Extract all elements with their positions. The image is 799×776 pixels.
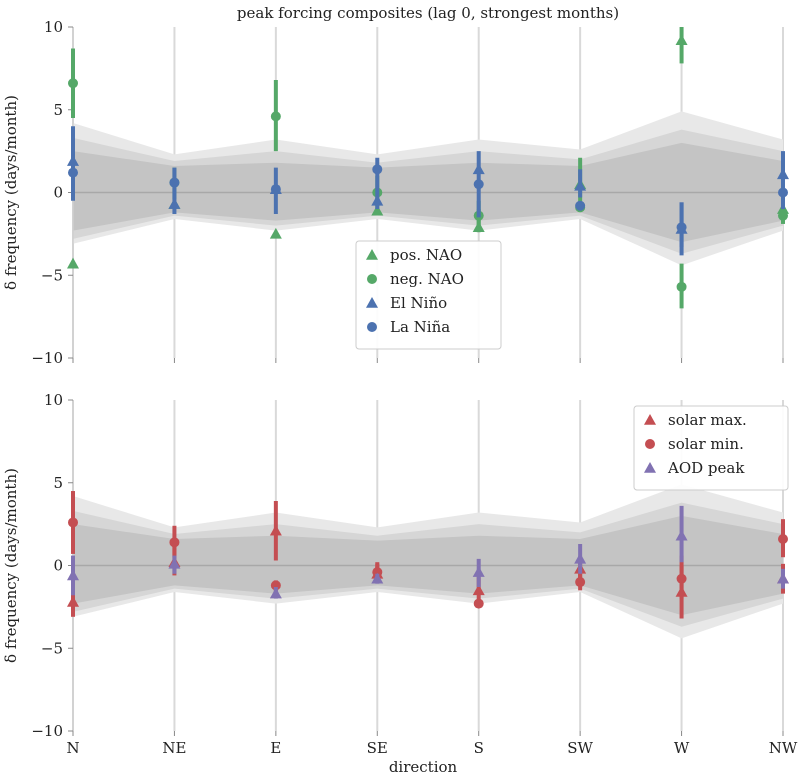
y-axis-label: δ frequency (days/month)	[2, 468, 20, 663]
y-tick-label: 10	[44, 391, 63, 409]
legend-label: solar min.	[668, 435, 744, 453]
data-point	[472, 584, 485, 596]
data-point	[675, 34, 688, 46]
data-point	[68, 517, 78, 528]
data-point	[574, 179, 587, 191]
data-point	[68, 78, 78, 89]
legend-box	[355, 240, 502, 350]
legend-marker	[645, 439, 655, 449]
data-point	[169, 537, 180, 548]
data-point	[168, 557, 181, 569]
data-point	[269, 524, 282, 536]
legend-marker	[644, 414, 656, 425]
data-point	[67, 595, 79, 607]
legend-marker	[367, 322, 377, 332]
y-tick-label: −5	[41, 266, 63, 284]
series-solar-min-	[68, 491, 788, 609]
data-point	[675, 529, 688, 541]
data-point	[67, 257, 79, 269]
data-point	[67, 569, 79, 581]
legend-label: La Niña	[390, 318, 450, 336]
legend-label: AOD peak	[667, 459, 745, 477]
y-tick-label: −10	[31, 349, 63, 367]
series-la-ni-a	[68, 164, 788, 256]
x-tick-label: SE	[367, 739, 388, 757]
data-point	[270, 580, 281, 591]
data-point	[472, 566, 485, 577]
legend-marker	[366, 249, 378, 260]
chart-title: peak forcing composites (lag 0, stronges…	[237, 4, 619, 22]
legend-label: neg. NAO	[390, 270, 464, 288]
data-point	[473, 179, 484, 190]
data-point	[372, 164, 383, 175]
legend-label: pos. NAO	[390, 246, 462, 264]
x-tick-label: NW	[769, 739, 798, 757]
y-tick-label: 10	[44, 18, 63, 36]
data-point	[270, 111, 281, 122]
data-point	[372, 567, 383, 578]
y-tick-label: −10	[31, 722, 63, 740]
y-tick-label: 0	[53, 184, 63, 202]
data-point	[574, 552, 587, 564]
legend-label: solar max.	[668, 411, 747, 429]
legend-label: El Niño	[390, 294, 447, 312]
data-point	[68, 167, 78, 178]
data-point	[777, 572, 789, 584]
top-panel: −10 −5 0 5 10 δ frequency (days/month) peak fo…	[2, 4, 789, 367]
x-tick-label: N	[66, 739, 79, 757]
data-point	[778, 534, 788, 545]
legend-box	[633, 405, 789, 491]
data-point	[472, 163, 485, 175]
y-axis-label: δ frequency (days/month)	[2, 95, 20, 290]
legend: pos. NAO neg. NAO El Niño La Niña	[355, 240, 502, 350]
data-point	[473, 598, 484, 609]
x-axis-label: direction	[389, 758, 458, 776]
data-point	[371, 204, 384, 216]
data-point	[168, 198, 181, 209]
data-point	[778, 210, 788, 221]
x-tick-label: SW	[567, 739, 593, 757]
data-point	[777, 168, 789, 180]
bottom-panel: −10 −5 0 5 10 δ frequency (days/month) solar m…	[2, 391, 798, 776]
legend-marker	[367, 274, 377, 284]
data-point	[575, 577, 586, 588]
x-tick-label: E	[270, 739, 281, 757]
data-point	[169, 177, 180, 188]
series-aod-peak	[67, 505, 789, 599]
legend-marker	[644, 462, 656, 473]
data-point	[676, 573, 687, 584]
data-point	[575, 200, 586, 211]
y-tick-label: 0	[53, 557, 63, 575]
x-tick-label: W	[674, 739, 690, 757]
data-point	[676, 281, 687, 292]
data-point	[778, 187, 788, 198]
data-point	[270, 184, 281, 195]
data-point	[676, 222, 687, 233]
x-tick-label: NE	[162, 739, 186, 757]
legend: solar max. solar min. AOD peak	[633, 405, 789, 491]
x-tick-label: S	[474, 739, 484, 757]
legend-marker	[366, 297, 378, 308]
data-point	[371, 194, 384, 206]
y-tick-label: 5	[53, 101, 63, 119]
data-point	[269, 227, 282, 239]
y-tick-label: −5	[41, 639, 63, 657]
y-tick-label: 5	[53, 474, 63, 492]
data-point	[67, 155, 79, 166]
data-point	[371, 572, 384, 584]
data-point	[269, 587, 282, 599]
